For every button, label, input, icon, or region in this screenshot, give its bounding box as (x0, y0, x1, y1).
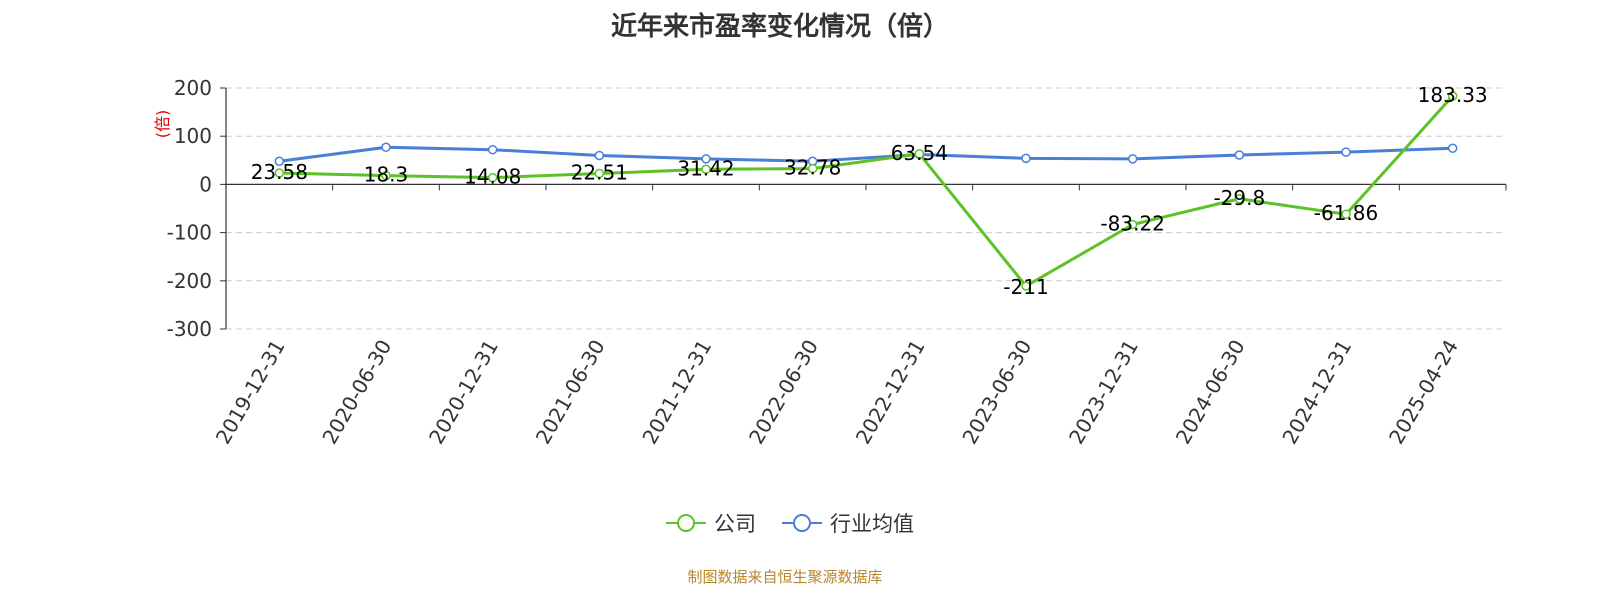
point-industry (1341, 147, 1351, 157)
point-company (381, 170, 391, 181)
series-lines (274, 91, 1458, 291)
point-company (1127, 219, 1138, 230)
point-industry (487, 144, 498, 155)
x-tick-label: 2025-04-24 (1384, 336, 1463, 449)
x-tick-label: 2020-06-30 (317, 336, 396, 449)
legend-label-company: 公司 (714, 512, 756, 536)
data-label-company: -61.86 (1314, 201, 1378, 225)
point-industry (274, 156, 285, 167)
legend-item-industry[interactable]: 行业均值 (782, 508, 914, 538)
y-axis-label: (倍) (153, 110, 172, 139)
legend-label-industry: 行业均值 (830, 512, 914, 536)
axes: 200 100 0 -100 -200 -300 (倍) 2019-12-31 2020-06-… (153, 76, 1507, 449)
legend-company-line-icon (666, 514, 706, 532)
point-industry (381, 142, 391, 153)
y-tick-label: 100 (174, 124, 212, 148)
data-label-company: 23.58 (251, 160, 308, 184)
data-label-company: -83.22 (1100, 212, 1164, 236)
y-tick-label: 0 (199, 172, 212, 196)
point-industry (701, 154, 711, 164)
point-company (914, 149, 925, 159)
x-tick-label: 2019-12-31 (211, 336, 290, 449)
y-tick-label: -200 (167, 269, 212, 293)
series-line-company (279, 95, 1454, 288)
source-note: 制图数据来自恒生聚源数据库 (687, 568, 883, 586)
y-tick-label: 200 (174, 76, 212, 100)
legend-industry-line-icon (782, 514, 822, 532)
x-tick-label: 2021-06-30 (531, 336, 610, 449)
chart-title: 近年来市盈率变化情况（倍） (610, 12, 949, 42)
x-tick-label: 2022-06-30 (744, 336, 823, 449)
grid-lines (226, 87, 1506, 330)
x-tick-label: 2021-12-31 (637, 336, 716, 449)
x-tick-label: 2024-12-31 (1277, 336, 1356, 449)
data-label-company: 32.78 (784, 156, 841, 180)
point-industry (594, 150, 605, 161)
legend: 公司 行业均值 (0, 508, 1580, 538)
point-company (487, 172, 498, 183)
point-company (807, 163, 818, 174)
point-company (1341, 209, 1351, 219)
point-company (1021, 281, 1031, 291)
x-tick-label: 2022-12-31 (851, 335, 930, 448)
point-company (1447, 91, 1458, 101)
point-company (594, 168, 605, 179)
data-label-company: -29.8 (1213, 186, 1265, 210)
point-industry (1234, 150, 1245, 160)
point-industry (1127, 154, 1138, 164)
data-label-company: -211 (1003, 275, 1048, 299)
y-tick-label: -100 (167, 221, 212, 245)
data-label-company: 63.54 (891, 141, 948, 165)
x-tick-label: 2023-12-31 (1064, 336, 1143, 449)
data-label-company: 183.33 (1418, 83, 1488, 107)
data-label-company: 31.42 (677, 156, 734, 180)
point-company (274, 168, 285, 178)
y-tick-label: -300 (167, 317, 212, 341)
x-tick-label: 2023-06-30 (957, 336, 1036, 449)
point-company (1234, 194, 1245, 204)
x-tick-label: 2024-06-30 (1171, 336, 1250, 449)
x-tick-label: 2020-12-31 (424, 335, 503, 448)
data-label-company: 18.3 (364, 163, 409, 187)
data-labels: 23.58 18.3 14.08 22.51 31.42 32.78 63.54 -211 -8… (251, 83, 1488, 299)
data-label-company: 22.51 (571, 161, 628, 185)
point-company (701, 164, 711, 175)
point-industry (1021, 153, 1031, 164)
legend-item-company[interactable]: 公司 (666, 508, 756, 538)
point-industry (1447, 143, 1458, 153)
series-line-industry (279, 145, 1453, 163)
data-label-company: 14.08 (464, 165, 521, 189)
